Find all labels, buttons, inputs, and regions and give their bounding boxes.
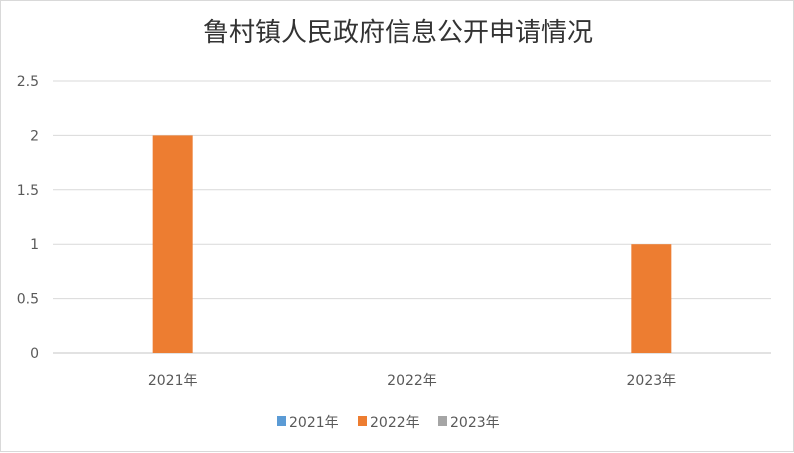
x-tick-label: 2023年 xyxy=(627,373,677,389)
y-tick-label: 2.5 xyxy=(17,74,39,90)
y-tick-label: 0.5 xyxy=(17,292,39,308)
x-tick-label: 2021年 xyxy=(148,373,198,389)
bar xyxy=(152,135,193,353)
y-tick-label: 1.5 xyxy=(17,183,39,199)
legend-swatch xyxy=(358,416,367,426)
legend-label: 2022年 xyxy=(370,415,420,431)
legend-swatch xyxy=(277,416,286,426)
bar xyxy=(631,244,672,353)
legend-swatch xyxy=(438,416,447,426)
chart-title: 鲁村镇人民政府信息公开申请情况 xyxy=(203,18,593,48)
y-tick-label: 2 xyxy=(30,128,39,144)
legend-label: 2023年 xyxy=(450,415,500,431)
y-tick-label: 1 xyxy=(30,237,39,253)
legend-label: 2021年 xyxy=(289,415,339,431)
x-tick-label: 2022年 xyxy=(387,373,437,389)
y-tick-label: 0 xyxy=(30,346,39,362)
